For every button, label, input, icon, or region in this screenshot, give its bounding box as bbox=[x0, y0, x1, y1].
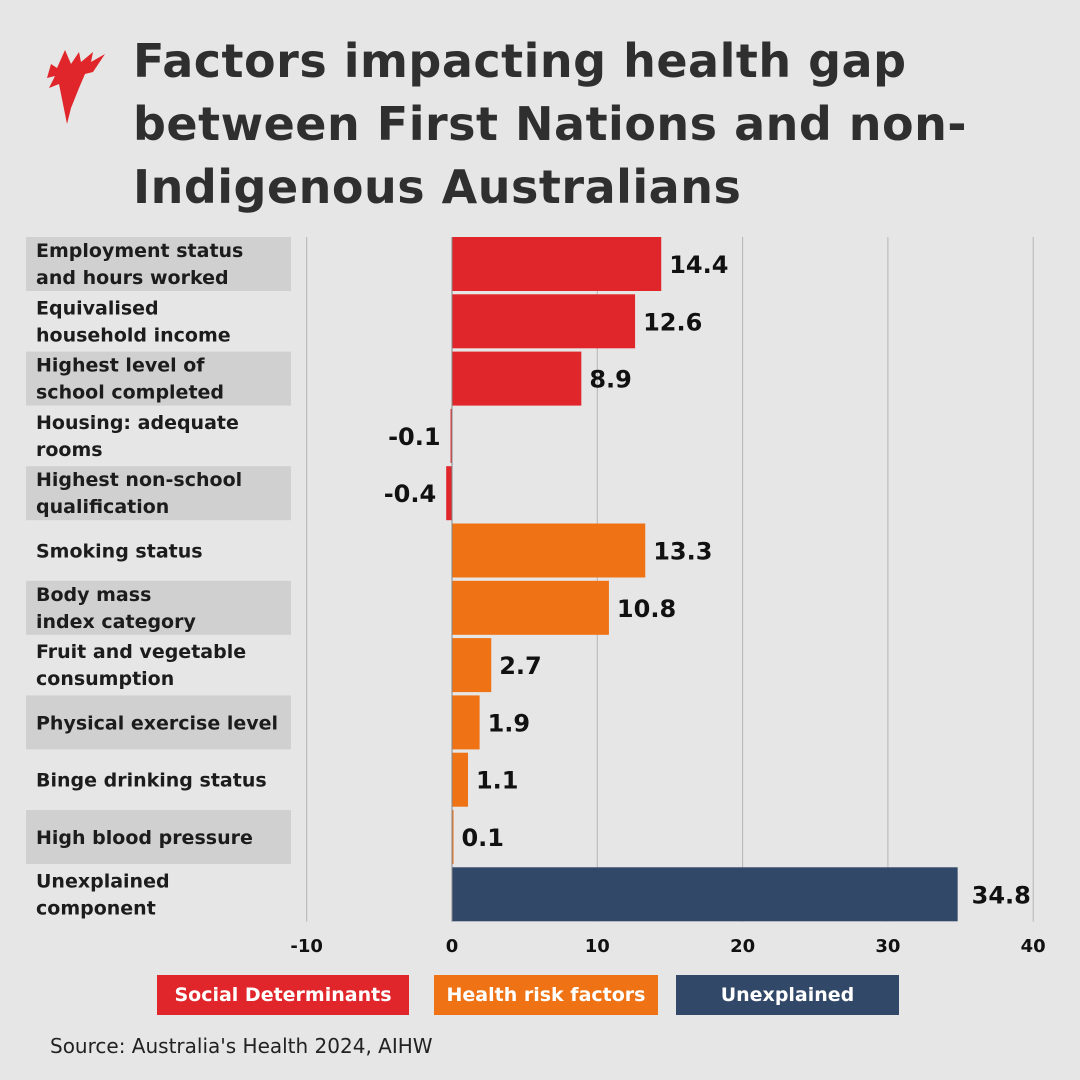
label-band bbox=[26, 695, 291, 750]
label-band bbox=[26, 466, 291, 521]
bar bbox=[452, 351, 582, 406]
category-label: Equivalised household income bbox=[36, 297, 231, 346]
bar bbox=[452, 294, 636, 349]
data-label: 8.9 bbox=[589, 366, 632, 394]
bar bbox=[446, 466, 452, 521]
bar bbox=[452, 580, 609, 635]
bar bbox=[452, 752, 468, 807]
label-band bbox=[26, 237, 291, 291]
category-label: High blood pressure bbox=[36, 827, 253, 849]
x-tick-label: 30 bbox=[875, 936, 900, 957]
category-label: Highest level of school completed bbox=[36, 355, 224, 404]
x-tick-label: 20 bbox=[730, 936, 755, 957]
legend-social-determinants: Social Determinants bbox=[157, 975, 409, 1015]
data-label: 1.1 bbox=[476, 767, 519, 795]
sbs-logo bbox=[47, 50, 105, 124]
category-label: Unexplained component bbox=[36, 870, 170, 919]
legend-health-risk-factors: Health risk factors bbox=[434, 975, 658, 1015]
bar bbox=[452, 810, 454, 864]
x-tick-label: 10 bbox=[585, 936, 610, 957]
category-label: Binge drinking status bbox=[36, 770, 267, 792]
chart-title: Factors impacting health gap between Fir… bbox=[133, 34, 967, 214]
x-tick-label: 40 bbox=[1021, 936, 1046, 957]
bar bbox=[452, 638, 492, 693]
data-label: 12.6 bbox=[643, 308, 702, 336]
legend-unexplained: Unexplained bbox=[676, 975, 899, 1015]
source-note: Source: Australia's Health 2024, AIHW bbox=[50, 1034, 433, 1058]
legend-label: Social Determinants bbox=[174, 984, 392, 1006]
label-band bbox=[26, 351, 291, 406]
category-label: Highest non-school qualification bbox=[36, 469, 242, 518]
bar bbox=[452, 237, 662, 291]
label-band bbox=[26, 580, 291, 635]
category-label: Body mass index category bbox=[36, 584, 196, 633]
category-label: Physical exercise level bbox=[36, 712, 278, 734]
data-label: 14.4 bbox=[669, 251, 728, 279]
category-label: Employment status and hours worked bbox=[36, 240, 243, 289]
data-label: 13.3 bbox=[653, 538, 712, 566]
data-label: 10.8 bbox=[617, 595, 676, 623]
label-band bbox=[26, 810, 291, 864]
category-label: Fruit and vegetable consumption bbox=[36, 641, 246, 690]
data-label: -0.4 bbox=[384, 480, 436, 508]
data-label: 0.1 bbox=[461, 824, 504, 852]
x-tick-label: -10 bbox=[290, 936, 323, 957]
legend-label: Health risk factors bbox=[446, 984, 646, 1006]
data-label: -0.1 bbox=[388, 423, 440, 451]
legend-label: Unexplained bbox=[720, 984, 855, 1006]
bar bbox=[452, 523, 646, 578]
category-label: Smoking status bbox=[36, 541, 203, 563]
x-tick-label: 0 bbox=[446, 936, 459, 957]
bar bbox=[452, 867, 958, 922]
data-label: 2.7 bbox=[499, 652, 542, 680]
bar bbox=[450, 408, 453, 463]
data-label: 34.8 bbox=[972, 881, 1031, 909]
category-label: Housing: adequate rooms bbox=[36, 412, 239, 461]
data-label: 1.9 bbox=[488, 709, 531, 737]
bar bbox=[452, 695, 480, 750]
